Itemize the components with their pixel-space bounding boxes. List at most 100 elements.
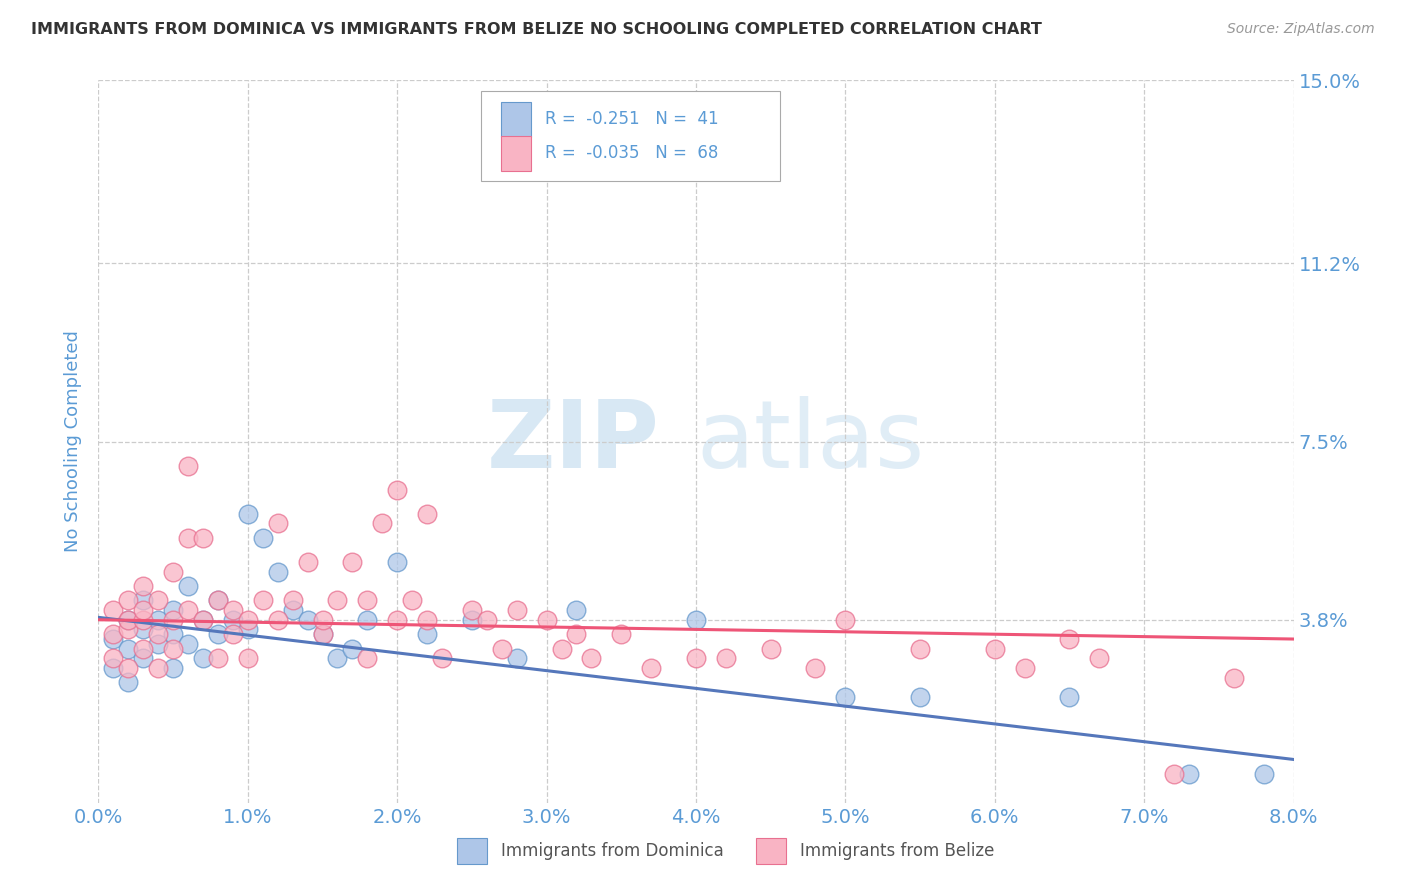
Point	[759, 641, 782, 656]
Text: ZIP: ZIP	[488, 395, 661, 488]
Point	[222, 603, 245, 617]
Point	[162, 641, 184, 656]
Point	[385, 613, 409, 627]
Point	[416, 613, 439, 627]
Point	[1163, 767, 1185, 781]
Point	[236, 651, 259, 665]
Point	[252, 531, 274, 545]
Point	[685, 613, 707, 627]
FancyBboxPatch shape	[501, 102, 531, 136]
Point	[103, 661, 125, 675]
Point	[252, 593, 274, 607]
Point	[581, 651, 603, 665]
FancyBboxPatch shape	[501, 136, 531, 170]
Point	[132, 603, 155, 617]
Point	[356, 593, 378, 607]
Point	[207, 651, 229, 665]
Point	[311, 627, 333, 641]
Point	[281, 593, 304, 607]
Point	[1059, 632, 1081, 646]
Point	[191, 613, 214, 627]
Point	[908, 641, 931, 656]
Point	[267, 516, 290, 531]
Point	[177, 579, 200, 593]
Point	[222, 613, 245, 627]
Point	[1059, 690, 1081, 704]
Text: Source: ZipAtlas.com: Source: ZipAtlas.com	[1227, 22, 1375, 37]
Point	[640, 661, 662, 675]
Point	[162, 565, 184, 579]
Point	[506, 603, 529, 617]
Point	[162, 661, 184, 675]
Point	[132, 613, 155, 627]
Point	[117, 675, 139, 690]
Point	[834, 690, 856, 704]
Point	[475, 613, 498, 627]
Point	[565, 627, 588, 641]
Point	[984, 641, 1007, 656]
Point	[117, 623, 139, 637]
Point	[148, 637, 170, 651]
Point	[148, 661, 170, 675]
FancyBboxPatch shape	[481, 91, 780, 181]
Text: Immigrants from Belize: Immigrants from Belize	[800, 842, 994, 860]
Point	[132, 623, 155, 637]
Point	[177, 531, 200, 545]
Point	[191, 651, 214, 665]
Point	[177, 603, 200, 617]
Point	[236, 623, 259, 637]
Point	[117, 593, 139, 607]
Point	[311, 613, 333, 627]
Point	[326, 593, 349, 607]
Point	[326, 651, 349, 665]
Point	[162, 627, 184, 641]
Point	[103, 627, 125, 641]
Point	[117, 613, 139, 627]
Point	[506, 651, 529, 665]
Point	[430, 651, 453, 665]
Point	[148, 613, 170, 627]
FancyBboxPatch shape	[457, 838, 486, 864]
Text: atlas: atlas	[696, 395, 924, 488]
Point	[491, 641, 513, 656]
Y-axis label: No Schooling Completed: No Schooling Completed	[63, 331, 82, 552]
Point	[103, 632, 125, 646]
Point	[132, 593, 155, 607]
Point	[416, 627, 439, 641]
Point	[1253, 767, 1275, 781]
Point	[191, 531, 214, 545]
Point	[117, 613, 139, 627]
Point	[908, 690, 931, 704]
Point	[714, 651, 737, 665]
Point	[132, 579, 155, 593]
Point	[207, 593, 229, 607]
Point	[685, 651, 707, 665]
Point	[416, 507, 439, 521]
Point	[281, 603, 304, 617]
Point	[385, 483, 409, 497]
Point	[191, 613, 214, 627]
Point	[177, 637, 200, 651]
Point	[103, 651, 125, 665]
Point	[177, 458, 200, 473]
Point	[132, 641, 155, 656]
Point	[550, 641, 572, 656]
Point	[267, 613, 290, 627]
Text: Immigrants from Dominica: Immigrants from Dominica	[501, 842, 724, 860]
Point	[610, 627, 633, 641]
Point	[536, 613, 558, 627]
Point	[297, 613, 319, 627]
Point	[132, 651, 155, 665]
Point	[311, 627, 333, 641]
FancyBboxPatch shape	[756, 838, 786, 864]
Point	[834, 613, 856, 627]
Point	[1223, 671, 1246, 685]
Point	[1014, 661, 1036, 675]
Point	[103, 603, 125, 617]
Point	[385, 555, 409, 569]
Point	[565, 603, 588, 617]
Point	[342, 555, 364, 569]
Point	[236, 613, 259, 627]
Point	[356, 651, 378, 665]
Point	[401, 593, 423, 607]
